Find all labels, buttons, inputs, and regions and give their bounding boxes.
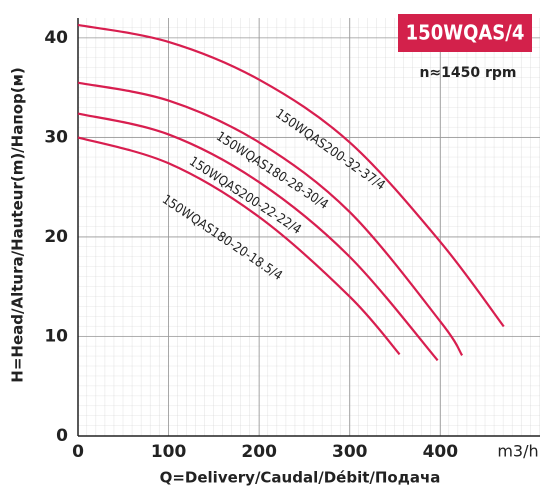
x-tick-label: 0 <box>72 442 84 462</box>
minor-grid <box>78 18 540 436</box>
pump-curve <box>77 81 464 356</box>
pump-curve <box>77 136 401 356</box>
y-tick-label: 20 <box>44 227 68 247</box>
x-tick-label: 400 <box>423 442 459 462</box>
y-tick-label: 10 <box>44 326 68 346</box>
y-axis-title: H=Head/Altura/Hauteur(m)/Напор(м) <box>9 67 27 382</box>
x-unit: m3/h <box>497 442 538 461</box>
x-tick-label: 100 <box>151 442 187 462</box>
subtitle: n≈1450 rpm <box>419 65 516 81</box>
x-axis-title: Q=Delivery/Caudal/Débit/Подача <box>160 469 441 487</box>
pump-curve <box>77 23 505 328</box>
y-tick-label: 0 <box>56 426 68 446</box>
chart-title: 150WQAS/4 <box>406 21 525 45</box>
pump-curve <box>77 112 439 362</box>
title-box <box>398 14 532 52</box>
x-tick-label: 200 <box>241 442 277 462</box>
y-tick-label: 30 <box>44 127 68 147</box>
y-tick-label: 40 <box>44 28 68 48</box>
x-tick-label: 300 <box>332 442 368 462</box>
